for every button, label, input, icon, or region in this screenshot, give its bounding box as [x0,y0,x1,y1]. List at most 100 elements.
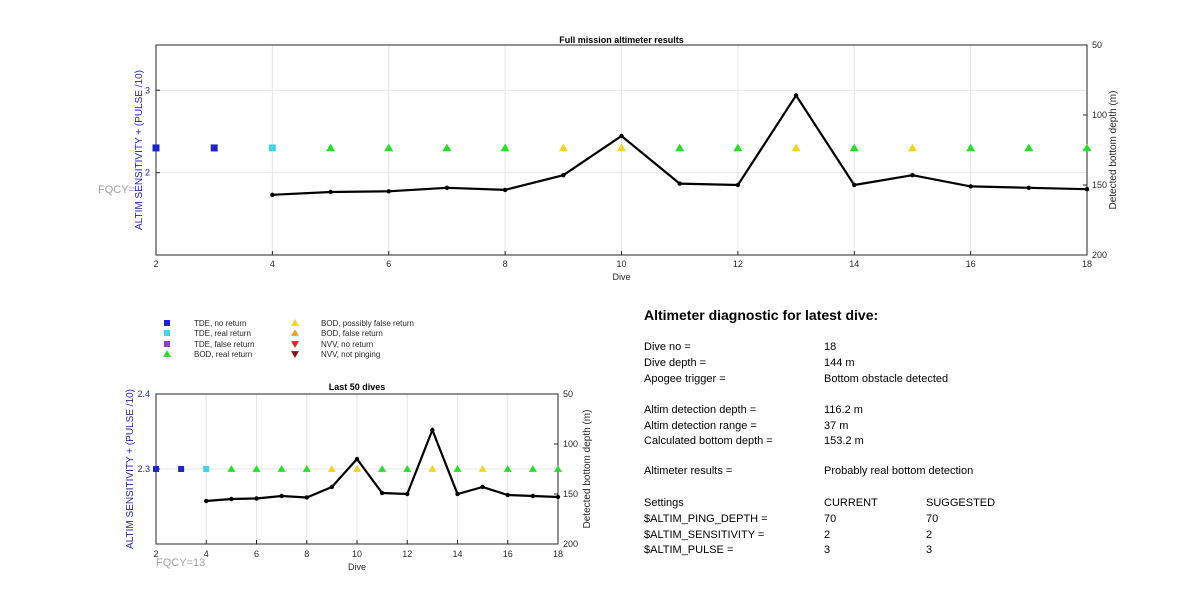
y-right-tick-label: 200 [1092,250,1107,260]
settings-header: CURRENT [824,497,878,509]
x-tick-label: 8 [503,259,508,269]
status-marker [791,143,801,152]
legend-marker [291,319,299,326]
depth-point [379,490,385,496]
legend-label: NVV, no return [321,340,373,349]
status-marker [558,143,568,152]
depth-point [430,427,435,433]
status-marker [528,465,537,472]
x-tick-label: 4 [270,259,275,269]
depth-point [204,498,209,504]
depth-point [254,496,259,501]
status-marker [227,465,236,472]
x-tick-label: 6 [386,259,391,269]
settings-name: $ALTIM_PULSE = [644,544,733,556]
status-marker [268,144,276,152]
x-tick-label: 16 [503,549,513,559]
status-marker [617,143,626,152]
fqcy-label: FQCY=13 [156,557,205,569]
x-tick-label: 16 [966,259,976,269]
depth-point [270,192,275,197]
depth-point [386,189,391,194]
depth-point [354,456,360,462]
diagnostic-title: Altimeter diagnostic for latest dive: [644,307,878,323]
depth-point [328,189,333,195]
diagnostic-label: Calculated bottom depth = [644,435,773,447]
status-marker [478,465,487,472]
diagnostic-value: 144 m [824,357,855,369]
diagnostic-value: 153.2 m [824,435,864,447]
diagnostic-value: Probably real bottom detection [824,465,973,477]
x-tick-label: 12 [733,259,743,269]
y-right-tick-label: 50 [563,389,573,399]
diagnostic-label: Dive no = [644,341,691,353]
legend-marker [164,330,170,336]
y-right-axis-label: Detected bottom depth (m) [1108,91,1119,210]
settings-name: $ALTIM_SENSITIVITY = [644,529,764,541]
y-left-tick-label: 2 [145,168,150,178]
depth-point [677,181,682,186]
status-marker [378,465,387,472]
y-right-tick-label: 200 [563,539,578,549]
fqcy-label: FQCY= [98,184,135,196]
status-marker [453,465,462,472]
depth-point [505,492,510,498]
depth-point [279,493,284,499]
depth-point [502,187,508,193]
legend-label: NVV, not pinging [321,350,380,359]
y-left-axis-label: ALTIM SENSITIVITY + (PULSE /10) [125,389,136,549]
settings-value: 2 [824,529,830,541]
status-marker [302,465,311,472]
status-marker [210,144,218,152]
legend-label: BOD, real return [194,350,252,359]
legend-label: BOD, false return [321,329,383,338]
legend-label: TDE, real return [194,329,251,338]
status-marker [252,465,261,472]
x-tick-label: 10 [616,259,626,269]
settings-name: $ALTIM_PING_DEPTH = [644,513,768,525]
x-tick-label: 18 [1082,259,1092,269]
settings-value: 70 [926,513,938,525]
diagnostic-panel: Altimeter diagnostic for latest dive: Div… [644,307,995,556]
depth-point [555,494,561,500]
y-left-tick-label: 2.4 [137,389,150,399]
legend-label: BOD, possibly false return [321,319,414,328]
diagnostic-value: 37 m [824,420,848,432]
status-marker [500,143,510,152]
depth-point [1026,185,1032,190]
status-marker [554,465,562,472]
status-marker [733,143,743,152]
x-tick-label: 4 [204,549,209,559]
depth-point [561,173,566,178]
status-marker [327,465,336,472]
depth-point [910,173,915,178]
status-marker [178,466,185,472]
settings-value: 3 [926,544,932,556]
x-axis-label: Dive [348,562,366,572]
y-left-tick-label: 3 [145,85,150,95]
x-tick-label: 10 [352,549,362,559]
status-marker [907,143,917,152]
depth-point [444,185,450,190]
settings-header: Settings [644,497,684,509]
status-marker [849,143,859,152]
depth-point [480,484,485,490]
legend-marker [163,350,171,357]
status-marker [442,143,452,152]
status-marker [152,144,160,152]
diagnostic-value: 116.2 m [824,404,863,416]
legend-marker [291,329,299,336]
settings-value: 2 [926,529,932,541]
depth-point [968,184,973,189]
diagnostic-label: Dive depth = [644,357,706,369]
last-50-dives-chart: 2 4 6 8 10 12 14 16 18 2.3 2.4 50 100 150 200 Last 50 d… [125,382,593,572]
status-marker [675,143,685,152]
diagnostic-label: Altim detection range = [644,420,757,432]
depth-point [852,182,857,188]
settings-value: 3 [824,544,830,556]
status-marker [503,465,512,472]
diagnostic-label: Apogee trigger = [644,373,726,385]
depth-point [1084,187,1090,192]
